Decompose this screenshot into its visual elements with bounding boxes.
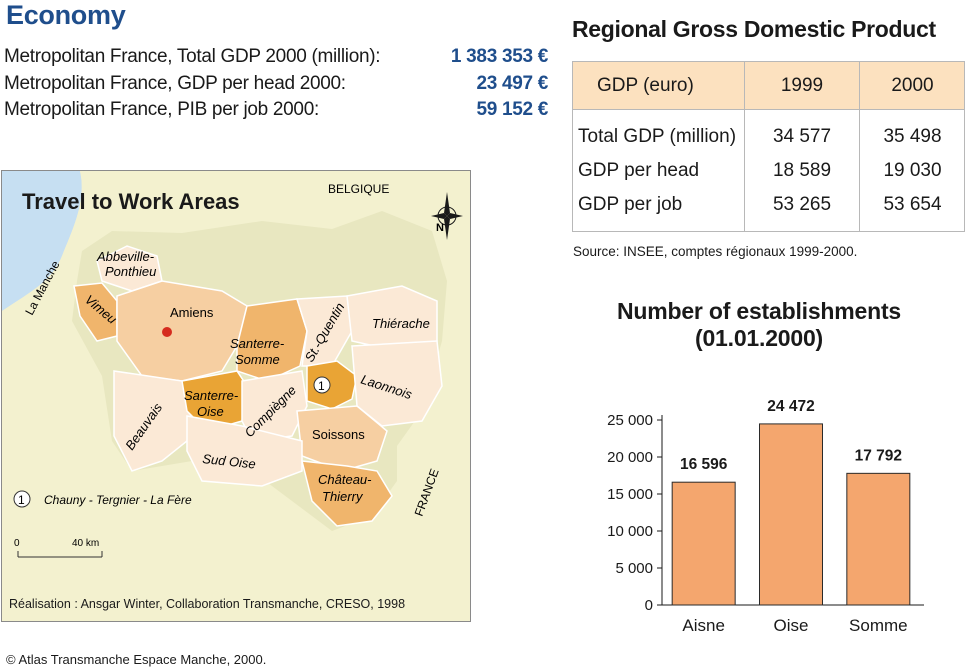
gdp-source-note: Source: INSEE, comptes régionaux 1999-20… xyxy=(573,244,858,259)
label-santerre-somme-2: Somme xyxy=(235,352,280,367)
label-santerre-somme-1: Santerre- xyxy=(230,336,285,351)
zone-chateau-thierry xyxy=(301,460,393,527)
bar-oise xyxy=(759,423,823,606)
economy-row-total-gdp: Metropolitan France, Total GDP 2000 (mil… xyxy=(4,46,548,70)
chart-title: Number of establishments (01.01.2000) xyxy=(584,298,934,352)
label-ponthieu: Ponthieu xyxy=(105,264,156,279)
zone-compiegne xyxy=(241,370,308,442)
marker-circle xyxy=(313,376,331,394)
table-divider xyxy=(744,62,745,231)
label-thierache: Thiérache xyxy=(372,316,430,331)
gdp-cell: 53 265 xyxy=(772,194,832,215)
economy-row-label: Metropolitan France, Total GDP 2000 (mil… xyxy=(4,46,381,67)
x-category-label: Somme xyxy=(849,616,908,635)
x-category-label: Aisne xyxy=(682,616,725,635)
amiens-city-dot xyxy=(162,327,172,337)
chart-title-line-2: (01.01.2000) xyxy=(694,325,824,351)
bar-somme xyxy=(846,472,911,606)
label-santerre-oise-2: Oise xyxy=(197,404,224,419)
label-sud-oise: Sud Oise xyxy=(202,451,257,472)
label-santerre-oise-1: Santerre- xyxy=(184,388,239,403)
gdp-cell: 19 030 xyxy=(883,160,942,181)
label-amiens: Amiens xyxy=(170,305,214,320)
y-tick-label: 15 000 xyxy=(607,486,653,503)
sea-area xyxy=(2,171,82,311)
bar-value-label: 24 472 xyxy=(767,398,814,415)
economy-title: Economy xyxy=(6,0,126,30)
gdp-header-cell: GDP (euro) xyxy=(597,75,694,96)
map-credit: Réalisation : Ansgar Winter, Collaborati… xyxy=(9,597,406,611)
gdp-cell: 35 498 xyxy=(883,126,942,147)
gdp-table-header-row: GDP (euro) 1999 2000 xyxy=(573,62,964,110)
gdp-header-cell: 2000 xyxy=(891,75,934,96)
economy-row-gdp-per-head: Metropolitan France, GDP per head 2000: … xyxy=(4,73,548,97)
label-soissons: Soissons xyxy=(312,427,365,442)
gdp-cell: 34 577 xyxy=(772,126,832,147)
gdp-header-cell: 1999 xyxy=(780,75,824,96)
economy-row-pib-per-job: Metropolitan France, PIB per job 2000: 5… xyxy=(4,99,548,123)
x-category-label: Oise xyxy=(774,616,809,635)
label-abbeville: Abbeville- xyxy=(96,249,155,264)
gdp-cell: 53 654 xyxy=(883,194,942,215)
zone-amiens xyxy=(116,280,248,382)
economy-row-label: Metropolitan France, GDP per head 2000: xyxy=(4,73,346,94)
bar-aisne xyxy=(671,481,736,606)
table-divider xyxy=(859,62,860,231)
compass-icon xyxy=(431,192,463,240)
economy-row-value: 59 152 € xyxy=(476,99,548,120)
legend-marker-circle xyxy=(13,490,31,508)
economy-row-value: 1 383 353 € xyxy=(450,46,548,67)
label-chateau-2: Thierry xyxy=(322,489,364,504)
y-tick-label: 20 000 xyxy=(607,449,653,466)
copyright-note: © Atlas Transmanche Espace Manche, 2000. xyxy=(6,652,267,667)
chart-title-line-1: Number of establishments xyxy=(616,298,902,324)
gdp-table-title: Regional Gross Domestic Product xyxy=(572,16,936,42)
bar-value-label: 16 596 xyxy=(680,456,728,473)
compass-n-label: N xyxy=(436,222,444,234)
economy-row-label: Metropolitan France, PIB per job 2000: xyxy=(4,99,319,120)
label-belgique: BELGIQUE xyxy=(328,182,389,196)
zone-sud-oise xyxy=(186,415,303,487)
economy-row-value: 23 497 € xyxy=(476,73,548,94)
bar-value-label: 17 792 xyxy=(855,447,902,464)
travel-to-work-map: N 0 40 km 1 1 Chauny - Tergnier - La Fèr… xyxy=(1,170,471,622)
marker-label: 1 xyxy=(318,379,325,393)
map-graphic: N 0 40 km 1 1 Chauny - Tergnier - La Fèr… xyxy=(2,171,470,621)
legend-text: Chauny - Tergnier - La Fère xyxy=(44,493,192,507)
legend-marker-label: 1 xyxy=(18,493,25,507)
scale-label-40: 40 km xyxy=(72,538,99,549)
y-tick-label: 5 000 xyxy=(615,560,653,577)
gdp-cell: Total GDP (million) xyxy=(578,126,737,147)
scale-label-0: 0 xyxy=(14,538,20,549)
label-chateau-1: Château- xyxy=(318,472,372,487)
gdp-table: GDP (euro) 1999 2000 Total GDP (million)… xyxy=(572,61,965,232)
y-tick-label: 25 000 xyxy=(607,412,653,429)
y-tick-label: 0 xyxy=(645,597,653,614)
gdp-cell: GDP per job xyxy=(578,194,683,215)
establishments-bar-chart: 0 5 000 10 000 15 000 20 000 25 000 16 596 Aisn… xyxy=(607,398,924,635)
gdp-cell: GDP per head xyxy=(578,160,700,181)
map-title: Travel to Work Areas xyxy=(22,189,240,214)
gdp-cell: 18 589 xyxy=(772,160,832,181)
y-tick-label: 10 000 xyxy=(607,523,653,540)
